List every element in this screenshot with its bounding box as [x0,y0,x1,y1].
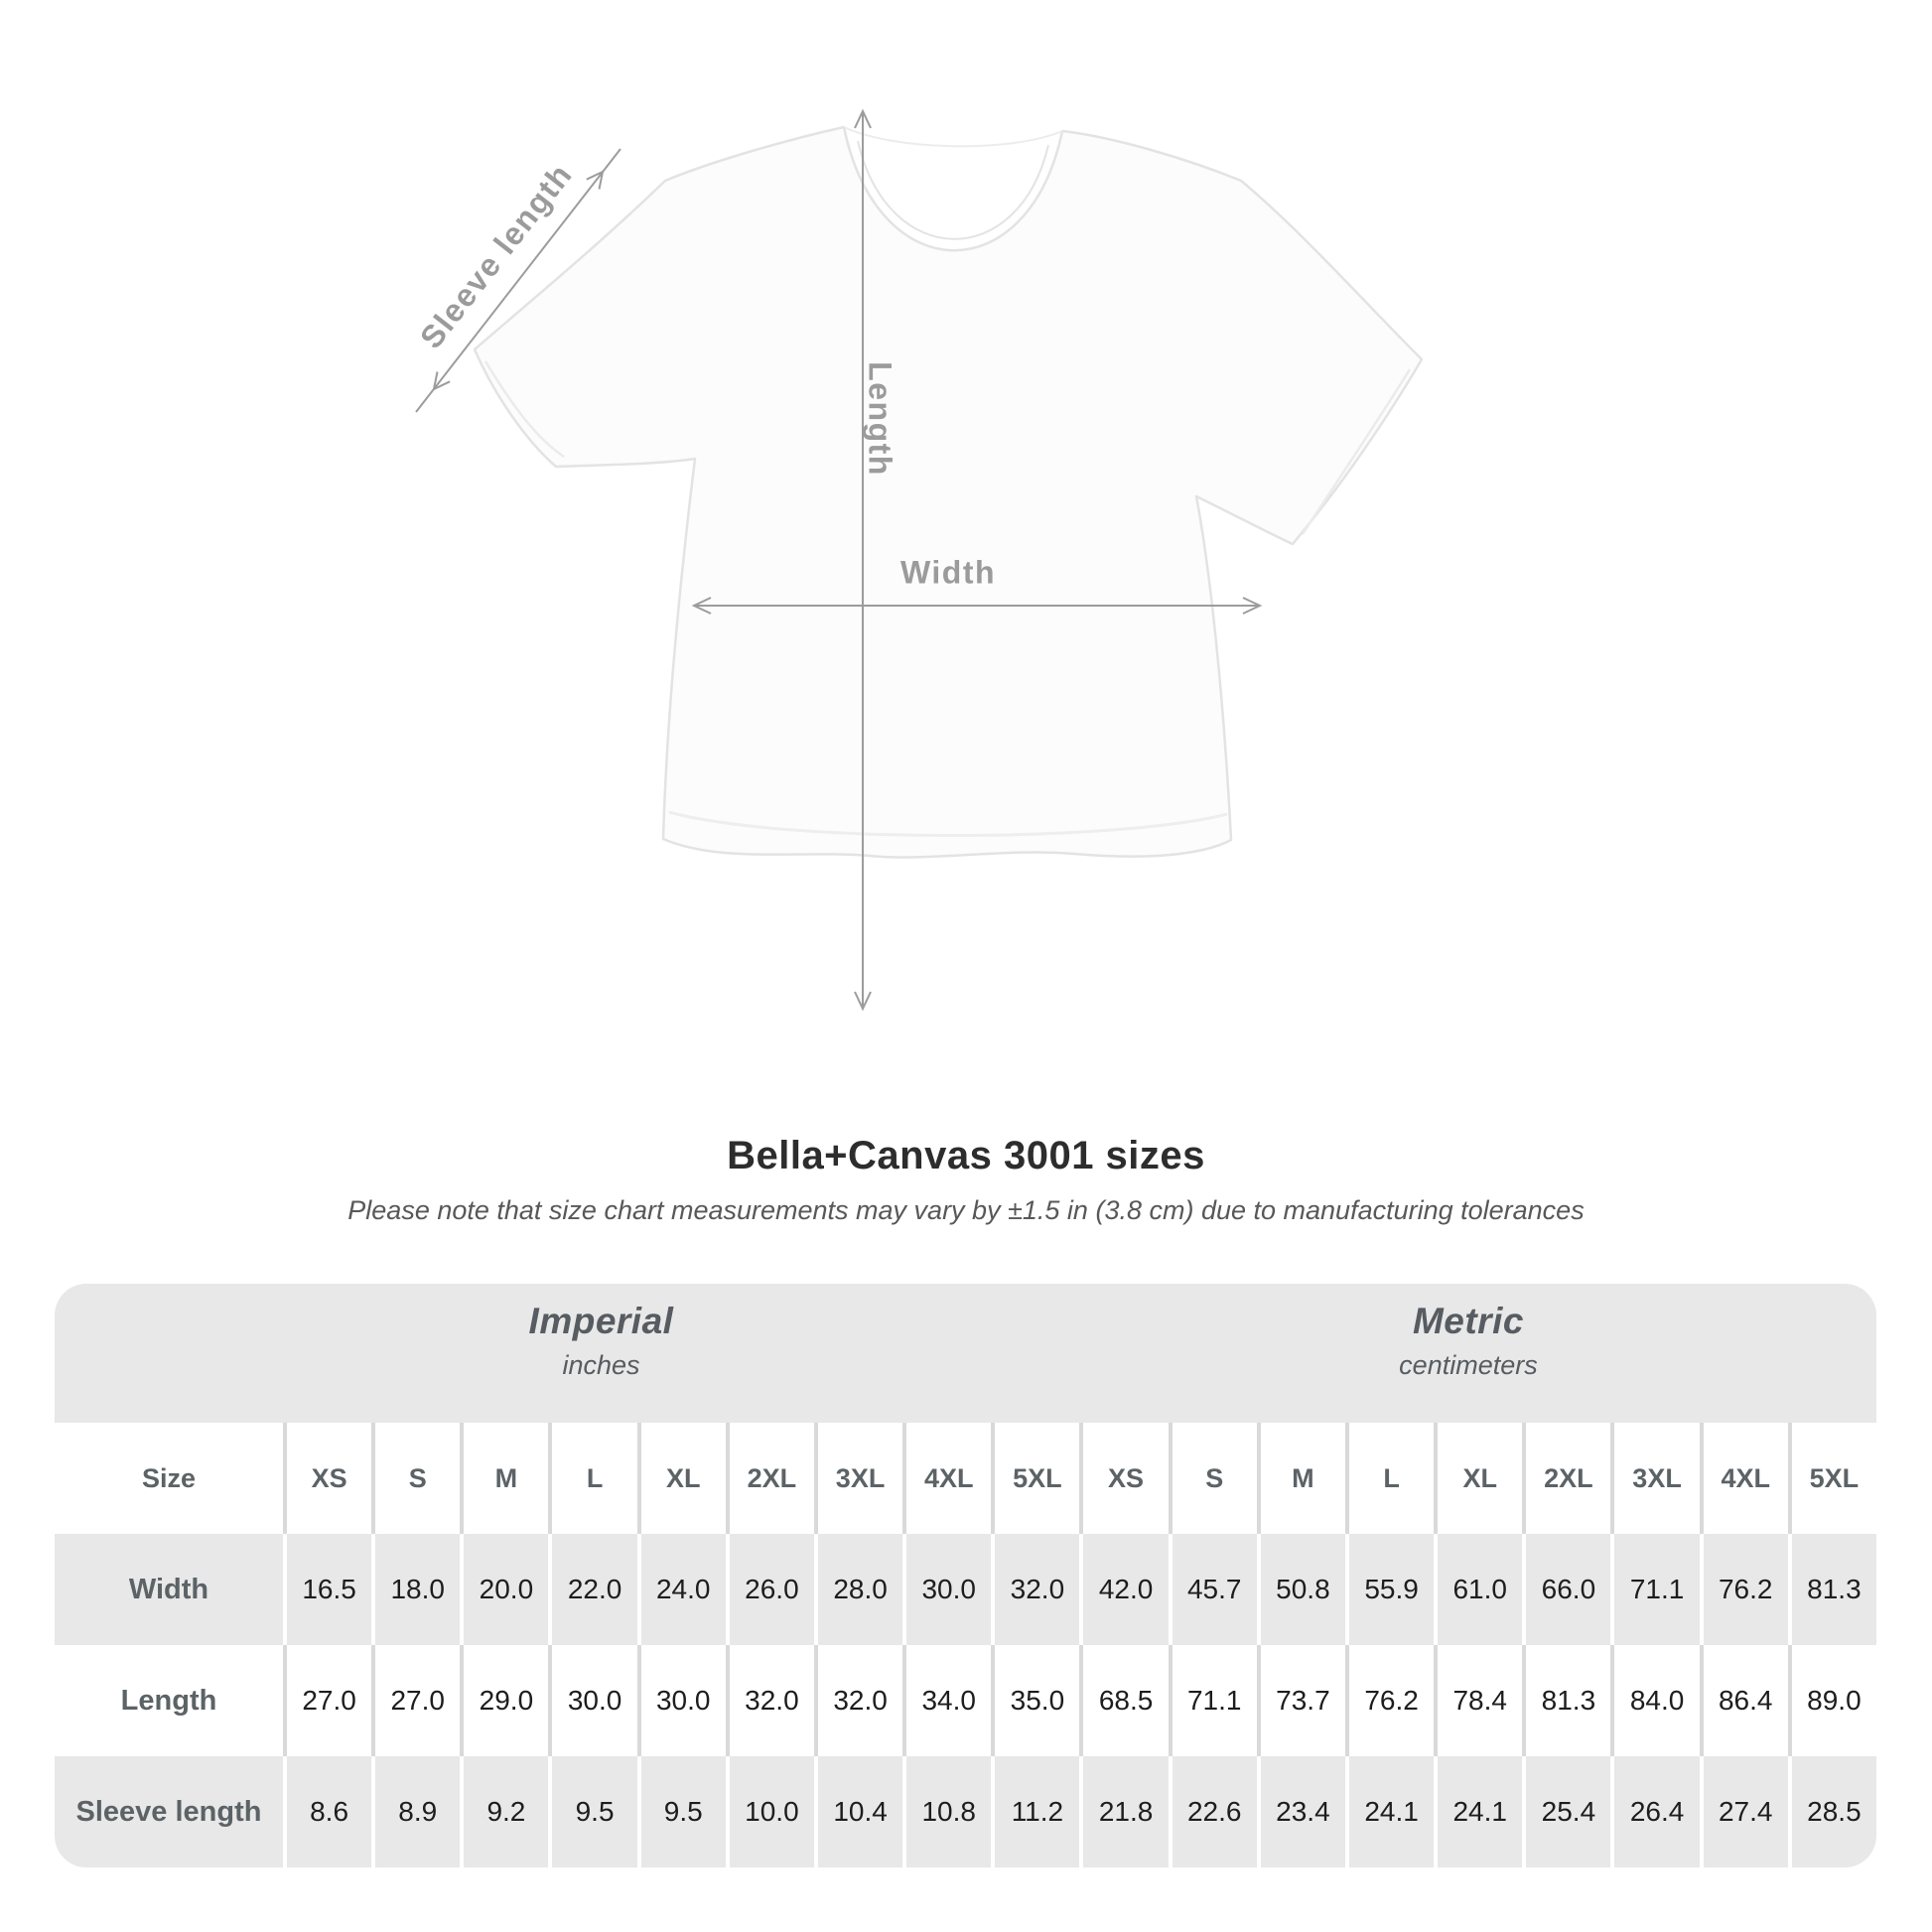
size-header-cell: L [548,1423,636,1534]
imperial-title: Imperial [528,1301,674,1341]
size-header-cell: 5XL [1787,1423,1876,1534]
imperial-header: Imperial inches [529,1301,674,1381]
value-cell: 27.0 [282,1645,371,1756]
value-cell: 32.0 [725,1645,814,1756]
value-cell: 34.0 [902,1645,991,1756]
value-cell: 20.0 [464,1534,549,1645]
value-cell: 27.0 [371,1645,460,1756]
size-header-cell: 2XL [1522,1423,1610,1534]
size-header-cell: XL [1434,1423,1522,1534]
value-cell: 30.0 [548,1645,636,1756]
size-header-cell: 4XL [902,1423,991,1534]
value-cell: 78.4 [1434,1645,1522,1756]
size-header-cell: 2XL [725,1423,814,1534]
value-cell: 29.0 [460,1645,548,1756]
value-cell: 84.0 [1610,1645,1699,1756]
value-cell: 42.0 [1083,1534,1169,1645]
size-header-cell: XL [636,1423,726,1534]
value-cell: 10.4 [817,1756,903,1867]
value-cell: 45.7 [1172,1534,1257,1645]
value-cell: 10.0 [729,1756,814,1867]
page-title: Bella+Canvas 3001 sizes [727,1134,1205,1177]
tolerance-note: Please note that size chart measurements… [347,1195,1585,1225]
length-label: Length [862,361,898,477]
size-header-cell: 3XL [1610,1423,1699,1534]
value-cell: 25.4 [1526,1756,1611,1867]
value-cell: 24.1 [1438,1756,1523,1867]
size-header-cell: 4XL [1699,1423,1788,1534]
value-cell: 86.4 [1699,1645,1788,1756]
width-label: Width [899,554,997,591]
size-header-cell: L [1344,1423,1434,1534]
metric-unit: centimeters [1399,1350,1538,1380]
size-header-cell: XS [282,1423,371,1534]
value-cell: 66.0 [1526,1534,1611,1645]
size-header-cell: M [460,1423,548,1534]
value-cell: 8.6 [287,1756,372,1867]
size-header-cell: S [371,1423,460,1534]
value-cell: 9.5 [640,1756,726,1867]
value-cell: 81.3 [1791,1534,1876,1645]
value-cell: 24.0 [640,1534,726,1645]
value-cell: 11.2 [995,1756,1080,1867]
value-cell: 21.8 [1083,1756,1169,1867]
value-cell: 22.0 [552,1534,637,1645]
sleeve-length-arrow [415,148,621,413]
size-grid: Size XS S M L XL 2XL 3XL 4XL 5XL XS S M L XL 2XL 3XL 4XL 5… [55,1423,1876,1867]
value-cell: 71.1 [1168,1645,1257,1756]
width-arrow [691,597,1263,615]
value-cell: 30.0 [636,1645,726,1756]
value-cell: 73.7 [1256,1645,1345,1756]
value-cell: 32.0 [813,1645,902,1756]
value-cell: 76.2 [1703,1534,1788,1645]
value-cell: 71.1 [1614,1534,1700,1645]
value-cell: 18.0 [375,1534,461,1645]
metric-title: Metric [1412,1301,1524,1341]
value-cell: 76.2 [1344,1645,1434,1756]
value-cell: 26.0 [729,1534,814,1645]
value-cell: 28.5 [1791,1756,1876,1867]
value-cell: 89.0 [1787,1645,1876,1756]
value-cell: 23.4 [1260,1756,1345,1867]
value-cell: 35.0 [991,1645,1079,1756]
imperial-unit: inches [562,1350,640,1380]
length-arrow [854,108,872,1012]
value-cell: 24.1 [1348,1756,1435,1867]
value-cell: 27.4 [1703,1756,1788,1867]
value-cell: 9.2 [464,1756,549,1867]
size-header-cell: XS [1079,1423,1168,1534]
size-header-cell: 5XL [991,1423,1079,1534]
row-label: Width [55,1534,283,1645]
value-cell: 28.0 [817,1534,903,1645]
size-header-cell: M [1256,1423,1345,1534]
value-cell: 26.4 [1614,1756,1700,1867]
tshirt-illustration [473,125,1424,859]
value-cell: 8.9 [375,1756,461,1867]
row-label: Sleeve length [55,1756,283,1867]
unit-header-band: Imperial inches Metric centimeters [55,1284,1876,1423]
value-cell: 50.8 [1260,1534,1345,1645]
value-cell: 16.5 [287,1534,372,1645]
value-cell: 10.8 [906,1756,992,1867]
value-cell: 30.0 [906,1534,992,1645]
value-cell: 22.6 [1172,1756,1257,1867]
value-cell: 81.3 [1522,1645,1610,1756]
value-cell: 68.5 [1079,1645,1168,1756]
value-cell: 9.5 [552,1756,637,1867]
value-cell: 32.0 [995,1534,1080,1645]
metric-header: Metric centimeters [1399,1301,1538,1381]
size-column-header: Size [141,1462,197,1493]
size-header-cell: 3XL [813,1423,902,1534]
size-chart-table: Imperial inches Metric centimeters Size X… [55,1284,1876,1867]
row-label: Length [120,1684,217,1717]
value-cell: 55.9 [1348,1534,1435,1645]
size-header-cell: S [1168,1423,1257,1534]
value-cell: 61.0 [1438,1534,1523,1645]
